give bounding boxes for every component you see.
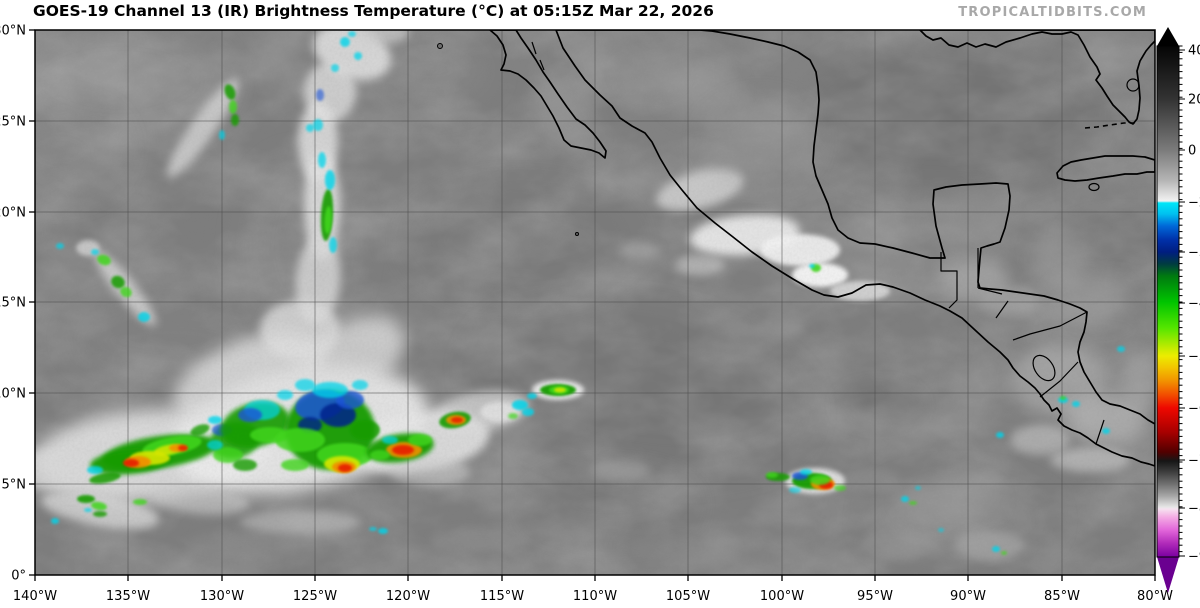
convection-color-layer [51, 31, 1125, 555]
svg-text:100°W: 100°W [760, 589, 804, 604]
svg-text:−30: −30 [1188, 246, 1200, 261]
svg-text:120°W: 120°W [386, 589, 430, 604]
svg-text:−50: −50 [1188, 350, 1200, 365]
latlon-gridlines [35, 30, 1155, 575]
svg-text:−20: −20 [1188, 196, 1200, 211]
svg-text:−90: −90 [1188, 550, 1200, 565]
satellite-imagery-layer [35, 30, 1155, 575]
svg-text:−60: −60 [1188, 402, 1200, 417]
svg-text:40: 40 [1188, 44, 1200, 59]
colorbar: 40 20 0 −20 −30 −40 −50 −60 −70 −80 −90 [1156, 27, 1200, 593]
axes-layer: 140°W 135°W 130°W 125°W 120°W 115°W 110°W 105°W… [0, 24, 1173, 605]
svg-text:85°W: 85°W [1044, 589, 1080, 604]
svg-text:−40: −40 [1188, 297, 1200, 312]
svg-text:110°W: 110°W [573, 589, 617, 604]
svg-text:20°N: 20°N [0, 206, 26, 221]
svg-text:80°W: 80°W [1137, 589, 1173, 604]
svg-text:140°W: 140°W [13, 589, 57, 604]
svg-text:130°W: 130°W [200, 589, 244, 604]
coastlines-layer [437, 30, 1155, 467]
svg-text:135°W: 135°W [106, 589, 150, 604]
image-title: GOES-19 Channel 13 (IR) Brightness Tempe… [33, 2, 714, 20]
svg-text:15°N: 15°N [0, 296, 26, 311]
svg-text:125°W: 125°W [293, 589, 337, 604]
svg-text:25°N: 25°N [0, 115, 26, 130]
site-watermark: TROPICALTIDBITS.COM [958, 5, 1147, 20]
svg-text:−70: −70 [1188, 454, 1200, 469]
svg-text:5°N: 5°N [2, 478, 27, 493]
svg-text:0: 0 [1188, 144, 1196, 159]
svg-text:90°W: 90°W [950, 589, 986, 604]
svg-text:10°N: 10°N [0, 387, 26, 402]
svg-text:115°W: 115°W [480, 589, 524, 604]
svg-text:95°W: 95°W [857, 589, 893, 604]
svg-text:0°: 0° [11, 569, 26, 584]
svg-text:105°W: 105°W [666, 589, 710, 604]
svg-text:−80: −80 [1188, 502, 1200, 517]
svg-text:30°N: 30°N [0, 24, 26, 39]
svg-text:20: 20 [1188, 93, 1200, 108]
